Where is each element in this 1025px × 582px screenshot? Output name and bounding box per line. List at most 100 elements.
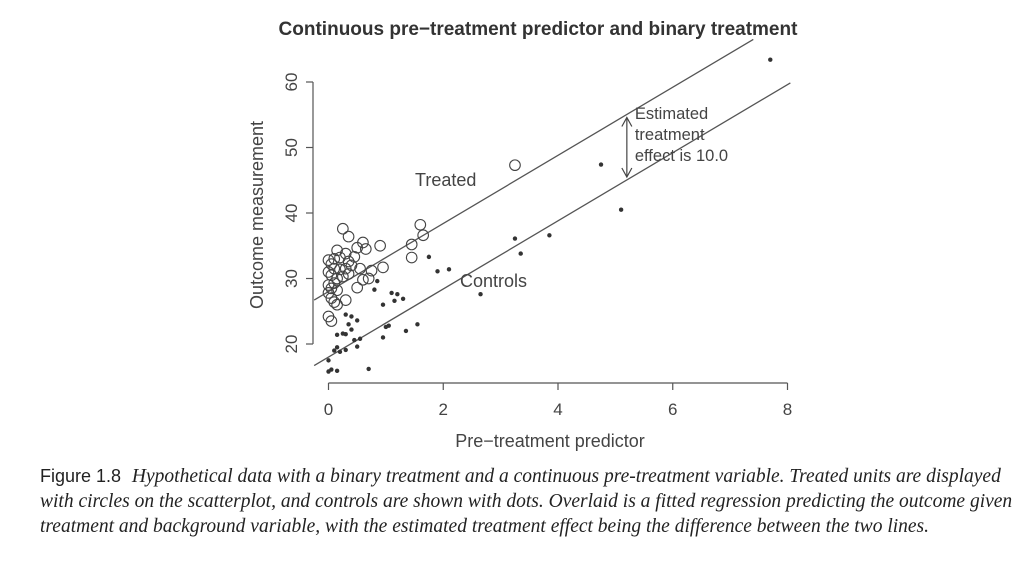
control-point xyxy=(334,368,340,374)
treated-point xyxy=(354,262,366,275)
treated-point xyxy=(325,315,338,327)
y-tick-label: 20 xyxy=(282,335,301,354)
control-point xyxy=(392,298,397,303)
control-point xyxy=(343,312,348,317)
control-point xyxy=(334,332,340,338)
control-point xyxy=(343,331,348,337)
control-point xyxy=(326,369,331,374)
control-point xyxy=(598,162,604,167)
caption-text: Hypothetical data with a binary treatmen… xyxy=(40,466,1013,537)
x-tick-label: 2 xyxy=(439,400,448,419)
control-point xyxy=(618,207,624,212)
control-point xyxy=(547,233,552,238)
effect-annotation-line: treatment xyxy=(635,126,705,144)
treated-point xyxy=(331,284,343,297)
treated-point xyxy=(328,296,341,308)
control-point xyxy=(446,267,452,272)
treated-point xyxy=(342,230,355,243)
effect-annotation-line: effect is 10.0 xyxy=(635,147,728,165)
control-point xyxy=(478,292,483,297)
control-point xyxy=(400,296,406,302)
treated-point xyxy=(322,254,335,267)
control-point xyxy=(366,366,371,372)
treated-point xyxy=(345,259,358,272)
control-point xyxy=(512,236,518,241)
scatter-chart: Continuous pre−treatment predictor and b… xyxy=(247,19,799,451)
x-tick-label: 6 xyxy=(668,400,677,419)
treated-point xyxy=(331,244,343,257)
x-tick-label: 4 xyxy=(553,400,562,419)
y-tick-label: 60 xyxy=(282,73,301,92)
control-point xyxy=(352,337,357,343)
control-point xyxy=(415,322,420,327)
control-point xyxy=(768,57,773,62)
control-point xyxy=(337,349,343,355)
y-tick-label: 50 xyxy=(282,138,301,157)
treated-point xyxy=(414,218,427,231)
treated-point xyxy=(362,272,375,285)
control-point xyxy=(426,254,432,260)
treated-point xyxy=(357,236,369,249)
treated-point xyxy=(342,268,355,280)
control-point xyxy=(349,327,354,332)
y-axis-label: Outcome measurement xyxy=(247,121,267,309)
treated-point xyxy=(377,261,389,274)
treated-point xyxy=(339,247,352,260)
effect-annotation-line: Estimated xyxy=(635,105,708,123)
treated-point xyxy=(322,279,335,291)
control-point xyxy=(380,302,386,307)
control-point xyxy=(326,358,331,363)
control-point xyxy=(343,347,348,353)
y-tick-label: 40 xyxy=(282,204,301,223)
control-point xyxy=(518,251,523,256)
control-point xyxy=(346,322,351,327)
treated-line-label: Treated xyxy=(415,170,476,190)
control-point xyxy=(357,336,363,341)
x-tick-label: 0 xyxy=(324,400,333,419)
regression-line-controls xyxy=(313,82,791,367)
treated-point xyxy=(328,253,341,265)
control-point xyxy=(334,345,340,350)
treated-point xyxy=(336,222,349,235)
annotations: Treated Controls Estimated treatment effect … xyxy=(415,105,728,291)
treated-point xyxy=(374,239,386,252)
y-tick-label: 30 xyxy=(282,269,301,288)
control-point xyxy=(332,348,337,353)
figure-label: Figure 1.8 xyxy=(40,466,122,486)
control-point xyxy=(389,290,394,296)
treated-point xyxy=(351,281,364,294)
figure-caption: Figure 1.8 Hypothetical data with a bina… xyxy=(40,464,1015,539)
treated-point xyxy=(336,270,349,283)
treated-point xyxy=(417,229,430,242)
axes: 0 2 4 6 8 20 30 40 50 60 xyxy=(282,73,792,419)
treated-point xyxy=(405,251,418,264)
treated-point xyxy=(405,238,418,251)
control-point xyxy=(354,318,360,323)
control-point xyxy=(375,278,380,284)
control-point xyxy=(403,328,409,334)
control-point xyxy=(372,287,377,292)
treated-point xyxy=(365,264,378,277)
effect-arrow-head-down xyxy=(621,167,633,179)
control-point xyxy=(354,344,360,349)
regression-lines xyxy=(313,38,791,367)
treated-point xyxy=(322,266,335,278)
treated-point xyxy=(359,243,372,255)
effect-arrow-head-up xyxy=(621,116,633,127)
control-point xyxy=(395,292,400,297)
regression-line-treated xyxy=(313,38,754,301)
x-axis-label: Pre−treatment predictor xyxy=(455,431,645,451)
treated-point xyxy=(357,273,369,286)
treated-point xyxy=(509,159,521,172)
treated-point xyxy=(328,277,341,289)
control-point xyxy=(435,269,440,274)
treated-point xyxy=(339,294,352,306)
control-point xyxy=(349,314,354,319)
control-point xyxy=(380,335,386,340)
data-points xyxy=(322,57,773,374)
controls-line-label: Controls xyxy=(460,271,527,291)
control-point xyxy=(386,323,391,328)
x-tick-label: 8 xyxy=(783,400,792,419)
treated-point xyxy=(325,292,338,305)
chart-title: Continuous pre−treatment predictor and b… xyxy=(279,19,799,40)
